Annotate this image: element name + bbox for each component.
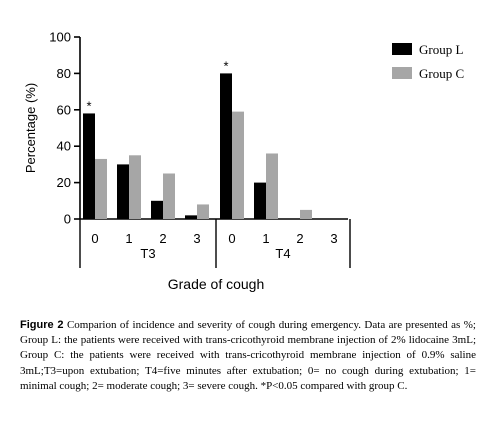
bar-chart: 0 20 40 60 80 100 Percentage (%) 0 1 2 3 0 1 2 3 T3 T4 Gr… bbox=[23, 30, 464, 293]
x-tick-label: 3 bbox=[193, 231, 200, 246]
group-label: T3 bbox=[140, 246, 155, 261]
figure-caption: Figure 2 Comparion of incidence and seve… bbox=[20, 318, 476, 394]
bar-group-c bbox=[95, 158, 107, 219]
bar-group-l bbox=[254, 182, 266, 219]
y-tick-label: 20 bbox=[57, 175, 71, 190]
bar-group-l bbox=[151, 200, 163, 219]
x-tick-label: 3 bbox=[330, 231, 337, 246]
x-tick-label: 0 bbox=[91, 231, 98, 246]
legend-label: Group L bbox=[419, 42, 463, 57]
x-axis-title: Grade of cough bbox=[168, 276, 265, 292]
bar-group-l bbox=[117, 164, 129, 219]
significance-star: * bbox=[86, 98, 91, 113]
y-tick-label: 60 bbox=[57, 102, 71, 117]
bar-group-c bbox=[197, 204, 209, 219]
y-tick-label: 0 bbox=[64, 212, 71, 227]
x-tick-label: 2 bbox=[159, 231, 166, 246]
legend-label: Group C bbox=[419, 66, 464, 81]
bar-group-l bbox=[83, 113, 95, 219]
bar-group-c bbox=[300, 209, 312, 219]
bar-group-c bbox=[163, 173, 175, 219]
bar-group-l bbox=[220, 73, 232, 220]
legend-swatch bbox=[392, 67, 412, 79]
x-tick-label: 0 bbox=[228, 231, 235, 246]
y-tick-label: 40 bbox=[57, 139, 71, 154]
chart-svg: 0 20 40 60 80 100 Percentage (%) 0 1 2 3 0 1 2 3 T3 T4 Gr… bbox=[23, 30, 464, 293]
legend-swatch bbox=[392, 43, 412, 55]
bar-group-c bbox=[266, 153, 278, 219]
bar-group-c bbox=[232, 111, 244, 219]
y-tick-label: 80 bbox=[57, 66, 71, 81]
x-tick-label: 1 bbox=[125, 231, 132, 246]
y-tick-label: 100 bbox=[49, 30, 71, 45]
caption-label: Figure 2 bbox=[20, 319, 64, 331]
group-label: T4 bbox=[275, 246, 290, 261]
x-tick-label: 2 bbox=[296, 231, 303, 246]
bar-group-c bbox=[129, 155, 141, 219]
significance-star: * bbox=[223, 58, 228, 73]
x-tick-label: 1 bbox=[262, 231, 269, 246]
y-axis-title: Percentage (%) bbox=[23, 83, 38, 173]
caption-text: Comparion of incidence and severity of c… bbox=[20, 319, 476, 392]
bar-group-l bbox=[185, 215, 197, 219]
